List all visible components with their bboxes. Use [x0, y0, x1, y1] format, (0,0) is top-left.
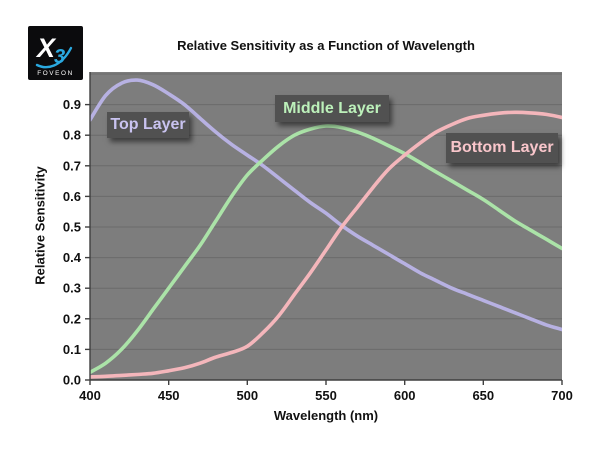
x-tick-label: 550 — [315, 388, 337, 403]
middle-layer-label: Middle Layer — [275, 95, 389, 122]
foveon-logo: X 3 FOVEON — [28, 26, 83, 80]
y-tick-label: 0.1 — [63, 342, 81, 357]
y-axis-title: Relative Sensitivity — [32, 166, 48, 285]
logo-swoosh-icon — [35, 46, 73, 69]
x-tick-label: 500 — [236, 388, 258, 403]
x-tick-label: 450 — [158, 388, 180, 403]
x-tick-label: 650 — [472, 388, 494, 403]
y-tick-labels: 0.0 0.1 0.2 0.3 0.4 0.5 0.6 0.7 0.8 0.9 — [63, 97, 82, 387]
y-tick-label: 0.0 — [63, 373, 81, 388]
curves — [90, 78, 562, 379]
x-tick-label: 400 — [79, 388, 101, 403]
bottom-layer-curve — [90, 110, 562, 379]
y-tick-label: 0.8 — [63, 128, 81, 143]
y-tick-label: 0.6 — [63, 189, 81, 204]
y-tick-label: 0.9 — [63, 97, 81, 112]
y-tick-label: 0.2 — [63, 311, 81, 326]
y-tick-label: 0.4 — [63, 250, 82, 265]
y-tick-label: 0.7 — [63, 158, 81, 173]
logo-brand-text: FOVEON — [37, 70, 74, 77]
middle-layer-curve — [90, 124, 562, 375]
tick-marks — [85, 103, 563, 385]
bottom-layer-label: Bottom Layer — [446, 133, 558, 163]
x-axis-title: Wavelength (nm) — [273, 408, 379, 423]
x-tick-label: 700 — [551, 388, 573, 403]
y-tick-label: 0.5 — [63, 220, 81, 235]
foveon-logo-graphic: X 3 FOVEON — [28, 26, 83, 80]
y-tick-label: 0.3 — [63, 281, 81, 296]
logo-three-glyph: 3 — [54, 46, 65, 68]
x-tick-label: 600 — [394, 388, 416, 403]
top-layer-label: Top Layer — [107, 112, 189, 138]
chart-title: Relative Sensitivity as a Function of Wa… — [177, 38, 475, 53]
top-layer-curve — [90, 78, 562, 332]
logo-x-glyph: X — [35, 33, 57, 63]
x-tick-labels: 400 450 500 550 600 650 700 — [79, 388, 573, 403]
